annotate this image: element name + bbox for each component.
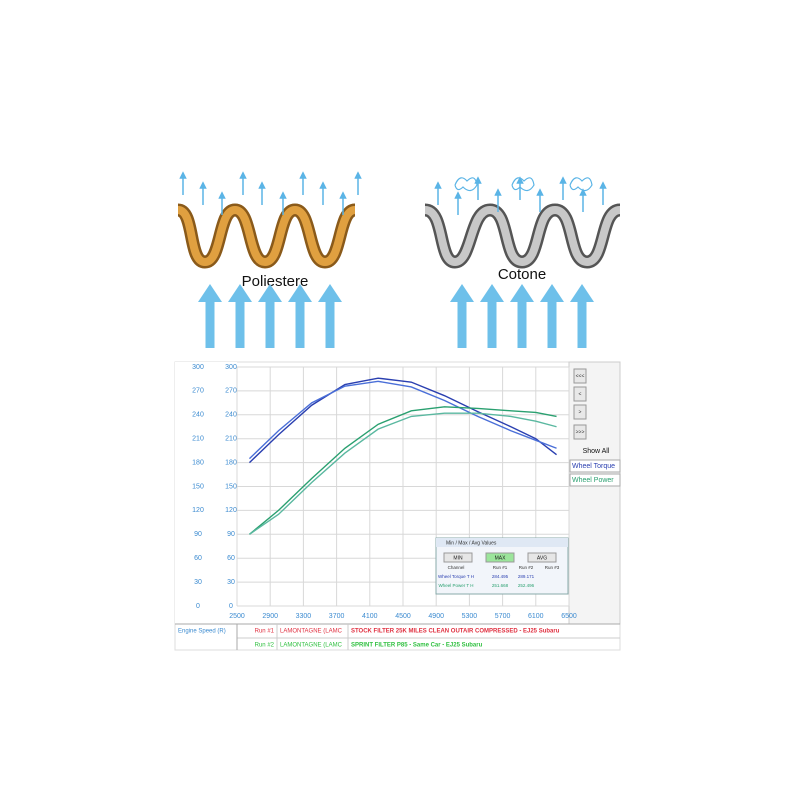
channel-label: Wheel Power [572,477,614,484]
y-tick-label: 300 [225,364,237,371]
y-tick-label: 90 [194,531,202,538]
y-tick-label: 180 [192,459,204,466]
x-tick-label: 3300 [296,613,312,620]
dialog-button-label: MIN [453,555,463,561]
dialog-title: Min / Max / Avg Values [446,540,497,546]
x-tick-label: 3700 [329,613,345,620]
button-label: <<< [576,373,585,379]
channel-label: Wheel Torque [572,463,615,470]
dialog-header: Run #3 [545,565,560,570]
fluff [454,177,478,192]
big-arrow-head [198,284,222,302]
series-line [249,412,557,535]
button[interactable] [573,386,587,402]
series-line [248,380,557,460]
x-tick-label: 5300 [462,613,478,620]
x-tick-label: 4100 [362,613,378,620]
dialog-header: Run #2 [519,565,534,570]
y-tick-label: 60 [227,555,235,562]
button-label: > [579,409,582,415]
y-tick-label: 210 [192,436,204,443]
x-channel: Engine Speed (R) [178,629,226,635]
button[interactable] [573,404,587,420]
channel-box [569,473,621,487]
big-arrow-head [288,284,312,302]
x-tick-label: 4900 [428,613,444,620]
fluff [511,177,535,192]
dialog-button[interactable] [527,552,557,563]
y-tick-label: 30 [227,579,235,586]
y-tick-label: 30 [194,579,202,586]
customer: LAMONTAGNE (LAMC [280,629,343,635]
button-label: < [579,391,582,397]
big-arrow-head [450,284,474,302]
dialog-button-label: AVG [537,555,547,561]
dialog-button-label: MAX [495,555,507,561]
y-tick-label: 90 [227,531,235,538]
x-tick-label: 6100 [528,613,544,620]
dialog-cell: 289.171 [518,574,535,579]
show-all[interactable]: Show All [583,448,610,455]
y-tick-label: 120 [192,507,204,514]
fluff [569,177,593,192]
y-tick-label: 120 [225,507,237,514]
big-arrow-head [480,284,504,302]
customer: LAMONTAGNE (LAMC [280,643,343,649]
label: Poliestere [242,273,309,290]
y-tick-label: 240 [225,412,237,419]
y-tick-label: 210 [225,436,237,443]
button[interactable] [573,424,587,440]
dialog-header: Run #1 [493,565,508,570]
big-arrow-head [318,284,342,302]
label: Cotone [498,266,546,283]
dialog-cell: Wheel Power T H [438,583,473,588]
channel-box [569,459,621,473]
big-arrow-head [570,284,594,302]
big-arrow-head [510,284,534,302]
button[interactable] [573,368,587,384]
screenshot-frame [174,361,621,651]
x-tick-label: 2500 [229,613,245,620]
y-tick-label: 180 [225,459,237,466]
y-tick-label: 0 [229,603,233,610]
y-tick-label: 270 [192,388,204,395]
run: Run #2 [255,643,275,649]
dialog-cell: 284.495 [492,574,509,579]
x-tick-label: 2900 [262,613,278,620]
dialog-cell: 251.668 [492,583,509,588]
y-tick-label: 0 [196,603,200,610]
arrows [179,171,607,348]
fibers [175,203,622,269]
big-arrow-head [258,284,282,302]
x-tick-label: 4500 [395,613,411,620]
dialog-button[interactable] [485,552,515,563]
axis-panel [175,362,237,624]
y-tick-label: 300 [192,364,204,371]
dialog-cell: Wheel Torque T H [438,574,474,579]
series-line [248,377,557,464]
series-line [249,406,557,535]
big-arrow-head [540,284,564,302]
dialog [435,537,569,595]
cotton-fiber-inner [423,205,622,267]
run: Run #1 [255,629,275,635]
big-arrow-head [228,284,252,302]
x-tick-label: 6500 [561,613,577,620]
y-tick-label: 60 [194,555,202,562]
dialog-titlebar [436,538,568,547]
dialog-button[interactable] [443,552,473,563]
description: SPRINT FILTER P85 - Same Car - EJ25 Suba… [351,643,483,649]
y-tick-label: 150 [192,483,204,490]
button-label: >>> [576,429,585,435]
y-tick-label: 270 [225,388,237,395]
dialog-cell: 252.496 [518,583,535,588]
description: STOCK FILTER 25K MILES CLEAN OUTAIR COMP… [351,629,560,635]
y-tick-label: 150 [225,483,237,490]
y-tick-label: 240 [192,412,204,419]
x-tick-label: 5700 [495,613,511,620]
polyester-fiber-inner [176,205,357,267]
dialog-header: Channel [448,565,465,570]
